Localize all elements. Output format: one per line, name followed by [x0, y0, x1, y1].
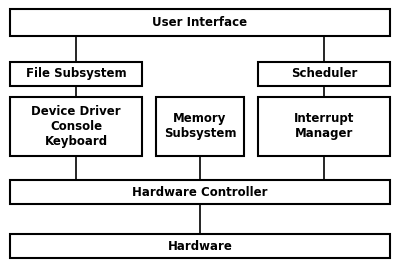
- FancyBboxPatch shape: [10, 180, 390, 204]
- FancyBboxPatch shape: [156, 97, 244, 156]
- Text: Memory
Subsystem: Memory Subsystem: [164, 112, 236, 140]
- Text: User Interface: User Interface: [152, 16, 248, 29]
- FancyBboxPatch shape: [10, 62, 142, 86]
- Text: Device Driver
Console
Keyboard: Device Driver Console Keyboard: [31, 105, 121, 148]
- FancyBboxPatch shape: [258, 62, 390, 86]
- Text: File Subsystem: File Subsystem: [26, 68, 126, 80]
- FancyBboxPatch shape: [10, 9, 390, 36]
- Text: Scheduler: Scheduler: [291, 68, 357, 80]
- Text: Interrupt
Manager: Interrupt Manager: [294, 112, 354, 140]
- FancyBboxPatch shape: [258, 97, 390, 156]
- Text: Hardware: Hardware: [168, 240, 232, 253]
- Text: Hardware Controller: Hardware Controller: [132, 186, 268, 199]
- FancyBboxPatch shape: [10, 234, 390, 258]
- FancyBboxPatch shape: [10, 97, 142, 156]
